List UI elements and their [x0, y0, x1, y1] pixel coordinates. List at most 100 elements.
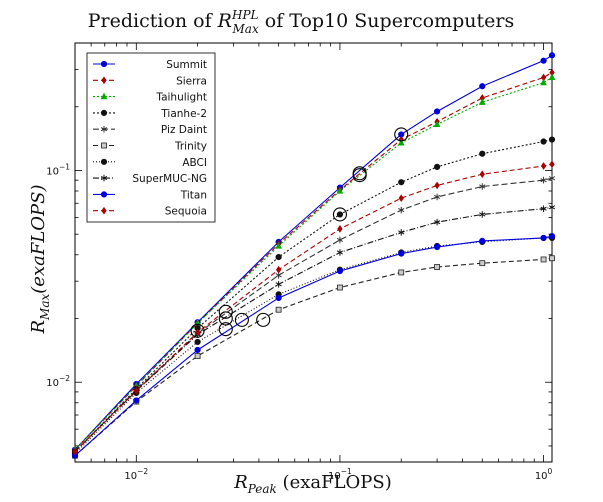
series-line-taihulight [74, 76, 553, 451]
legend-entry-taihulight: Taihulight [93, 92, 207, 104]
legend-entry-sierra: Sierra [93, 75, 207, 87]
x-tick-label: 100 [535, 467, 553, 482]
title-superscript: HPL [231, 8, 259, 22]
plot-frame [74, 42, 553, 463]
data-point-sequoia [434, 181, 440, 190]
data-point-taihulight [548, 73, 556, 81]
data-point-sequoia [337, 225, 343, 233]
data-point-sequoia [479, 170, 485, 179]
data-point-titan [433, 243, 441, 251]
legend-label-taihulight: Taihulight [155, 92, 207, 104]
data-point-trinity [398, 269, 405, 276]
legend-entry-summit: Summit [93, 59, 207, 71]
data-point-taihulight [433, 120, 441, 128]
legend-entry-trinity: Trinity [93, 141, 207, 153]
axis-ticks: 10−2 10−1 100 10−2 10−1 [46, 42, 553, 482]
data-point-summit [479, 83, 486, 90]
data-point-sequoia [133, 387, 139, 395]
data-point-sequoia [194, 328, 201, 337]
highlight-circle-tianhe-2 [332, 207, 347, 222]
highlight-circle-supermuc-ng [218, 311, 233, 326]
data-point-taihulight [275, 242, 282, 249]
legend-marker-taihulight [100, 92, 108, 100]
data-point-piz-daint [540, 176, 547, 184]
data-point-titan [548, 232, 556, 240]
legend-label-summit: Summit [166, 59, 207, 71]
series-line-sequoia [74, 163, 553, 453]
data-point-taihulight [478, 98, 486, 105]
data-point-supermuc-ng [398, 229, 405, 236]
highlight-circle-titan [234, 312, 249, 327]
data-point-trinity [479, 260, 486, 267]
series-line-titan [74, 235, 553, 457]
data-point-trinity [337, 284, 343, 291]
data-point-piz-daint [479, 183, 486, 190]
data-point-tianhe-2 [433, 163, 441, 170]
data-point-sequoia [540, 162, 547, 170]
series-line-supermuc-ng [74, 206, 553, 453]
x-tick-label: 10−2 [124, 467, 148, 482]
legend-marker-titan [100, 191, 108, 198]
legend-entry-tianhe-2: Tianhe-2 [93, 108, 207, 120]
data-point-taihulight [397, 138, 405, 146]
data-point-tianhe-2 [336, 211, 344, 218]
data-point-titan [398, 250, 405, 257]
data-point-titan [336, 267, 344, 275]
data-point-supermuc-ng [479, 211, 486, 218]
legend-marker-piz-daint [100, 125, 108, 133]
legend-entry-titan: Titan [93, 189, 207, 201]
legend-label-supermuc-ng: SuperMUC-NG [132, 173, 207, 185]
highlight-circle-abci [218, 322, 233, 337]
legend-label-trinity: Trinity [174, 141, 207, 153]
data-point-abci [194, 338, 201, 346]
highlight-circle-piz-daint [218, 304, 233, 319]
data-point-supermuc-ng [336, 249, 344, 256]
data-point-titan [479, 237, 486, 244]
legend-entry-abci: ABCI [93, 157, 207, 169]
legend-entry-piz-daint: Piz Daint [93, 124, 207, 136]
data-point-supermuc-ng [433, 218, 441, 226]
data-point-piz-daint [336, 236, 344, 244]
x-tick-label: 10−1 [328, 467, 352, 482]
highlight-circles [190, 127, 409, 338]
data-point-sequoia [549, 160, 555, 169]
y-tick-label: 10−1 [46, 162, 70, 177]
data-point-trinity [540, 256, 547, 263]
title-subscript: Max [232, 22, 259, 36]
data-point-sequoia [72, 447, 78, 456]
data-point-tianhe-2 [548, 136, 556, 143]
legend-label-tianhe-2: Tianhe-2 [160, 108, 207, 120]
legend-entry-supermuc-ng: SuperMUC-NG [93, 173, 207, 185]
highlight-circle-trinity [256, 312, 271, 327]
data-point-sequoia [398, 194, 404, 202]
legend-label-sierra: Sierra [176, 75, 207, 87]
data-point-tianhe-2 [540, 138, 547, 145]
plot-area [71, 42, 556, 463]
highlight-circle-sequoia [190, 323, 205, 338]
data-point-trinity [549, 255, 555, 262]
title-r-symbol: R [217, 10, 232, 32]
series-markers [71, 52, 556, 459]
data-point-supermuc-ng [548, 204, 556, 211]
y-axis-label: RMax(exaFLOPS) [28, 184, 52, 334]
legend-marker-sierra [101, 76, 107, 85]
chart-title: Prediction of RHPL Max of Top10 Supercomp… [88, 8, 515, 36]
data-point-sequoia [275, 265, 282, 274]
data-point-trinity [434, 264, 440, 270]
data-point-summit [433, 108, 441, 115]
legend-label-titan: Titan [180, 189, 207, 201]
data-point-piz-daint [433, 193, 441, 201]
data-point-titan [540, 234, 547, 242]
series-lines [74, 54, 553, 457]
data-point-summit [548, 52, 556, 59]
x-axis-label: RPeak (exaFLOPS) [233, 472, 392, 496]
legend-marker-supermuc-ng [100, 174, 108, 182]
y-tick-label: 10−2 [46, 374, 70, 389]
data-point-tianhe-2 [479, 150, 486, 157]
data-point-supermuc-ng [540, 205, 547, 212]
legend-entry-sequoia: Sequoia [93, 206, 207, 218]
legend-label-sequoia: Sequoia [165, 206, 207, 218]
data-point-piz-daint [398, 206, 405, 214]
data-point-taihulight [336, 187, 344, 194]
